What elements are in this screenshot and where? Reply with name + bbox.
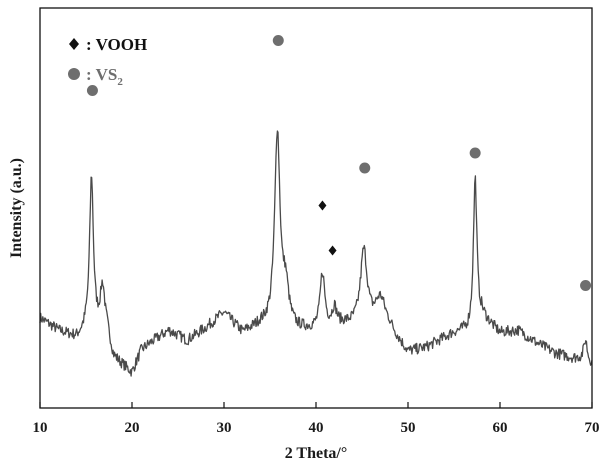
x-axis-title: 2 Theta/° xyxy=(285,445,348,462)
plot-frame xyxy=(40,8,592,408)
x-tick-label: 20 xyxy=(125,420,140,436)
vs2-peak-marker xyxy=(580,280,591,291)
x-tick-label: 50 xyxy=(401,420,416,436)
x-tick-label: 70 xyxy=(585,420,600,436)
legend-diamond-icon xyxy=(69,38,79,50)
legend-label: : VS2 xyxy=(86,65,123,88)
x-tick-label: 40 xyxy=(309,420,324,436)
legend: : VOOH : VS2 xyxy=(68,35,147,88)
vooh-peak-marker xyxy=(329,246,337,256)
vooh-peak-marker xyxy=(318,201,326,211)
x-tick-label: 10 xyxy=(33,420,48,436)
vs2-peak-marker xyxy=(273,35,284,46)
peak-annotations xyxy=(87,35,591,291)
legend-circle-icon xyxy=(68,68,80,80)
vs2-peak-marker xyxy=(87,85,98,96)
diffraction-pattern-line xyxy=(40,131,592,376)
legend-label: : VOOH xyxy=(86,35,147,54)
x-axis-ticks: 10 20 30 40 50 60 70 xyxy=(33,402,600,436)
vs2-peak-marker xyxy=(359,163,370,174)
y-axis-title: Intensity (a.u.) xyxy=(8,158,25,258)
x-tick-label: 30 xyxy=(217,420,232,436)
vs2-peak-marker xyxy=(470,148,481,159)
x-tick-label: 60 xyxy=(493,420,508,436)
